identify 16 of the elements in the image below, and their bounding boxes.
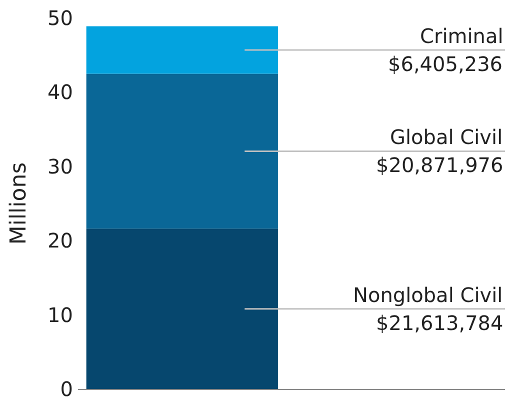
- y-tick-label: 20: [48, 228, 73, 253]
- text: $6,405,236: [388, 52, 503, 76]
- bar: [86, 228, 278, 389]
- y-axis-title: Millions: [6, 162, 32, 245]
- y-tick-label: 30: [48, 154, 73, 178]
- text: Criminal: [420, 24, 504, 48]
- y-tick-label: 0: [60, 377, 73, 401]
- text: Nonglobal Civil: [353, 283, 503, 307]
- bar: [86, 26, 278, 74]
- text: $20,871,976: [376, 153, 504, 177]
- text: Global Civil: [390, 125, 503, 149]
- y-tick-label: 10: [48, 302, 73, 327]
- bar: [86, 74, 278, 229]
- y-tick-label: 40: [48, 80, 73, 104]
- y-tick-label: 50: [48, 6, 73, 30]
- text: $21,613,784: [376, 311, 504, 335]
